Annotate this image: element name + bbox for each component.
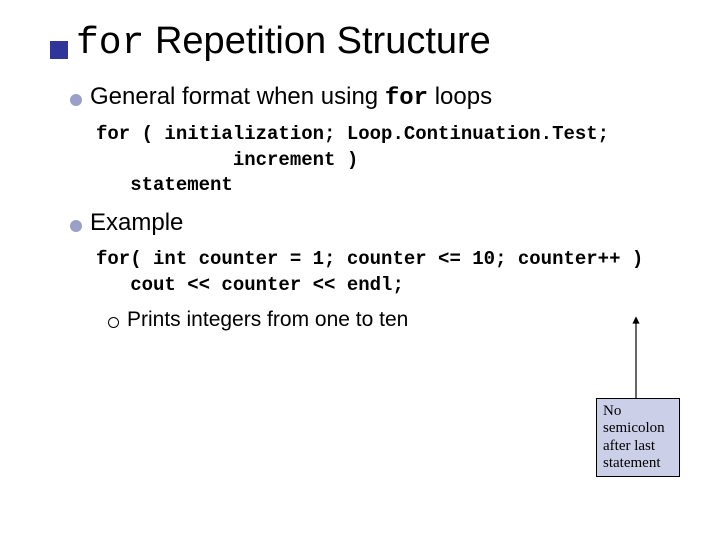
dot-bullet-icon xyxy=(70,220,82,232)
bullet-general: General format when using for loops xyxy=(70,83,680,112)
dot-bullet-icon xyxy=(70,94,82,106)
title-code: for xyxy=(76,22,144,65)
bullet-general-prefix: General format when using xyxy=(90,83,385,110)
title-rest: Repetition Structure xyxy=(144,20,490,62)
bullet-general-text: General format when using for loops xyxy=(90,83,492,112)
subbullet-prints: Prints integers from one to ten xyxy=(108,308,680,332)
callout-text: No semicolon after last statement xyxy=(603,403,665,471)
bullet-general-code: for xyxy=(385,85,428,112)
bullet-example-prefix: Example xyxy=(90,209,183,236)
bullet-general-suffix: loops xyxy=(428,83,492,110)
title-row: for Repetition Structure xyxy=(50,20,680,65)
bullet-example-text: Example xyxy=(90,209,183,237)
slide-title: for Repetition Structure xyxy=(76,20,491,65)
ring-bullet-icon xyxy=(108,317,119,328)
bullet-example: Example xyxy=(70,209,680,237)
code-example: for( int counter = 1; counter <= 10; cou… xyxy=(96,247,680,298)
callout-box: No semicolon after last statement xyxy=(596,398,680,477)
code-general-format: for ( initialization; Loop.Continuation.… xyxy=(96,122,680,199)
square-bullet-icon xyxy=(50,41,68,59)
subbullet-text: Prints integers from one to ten xyxy=(127,308,408,332)
